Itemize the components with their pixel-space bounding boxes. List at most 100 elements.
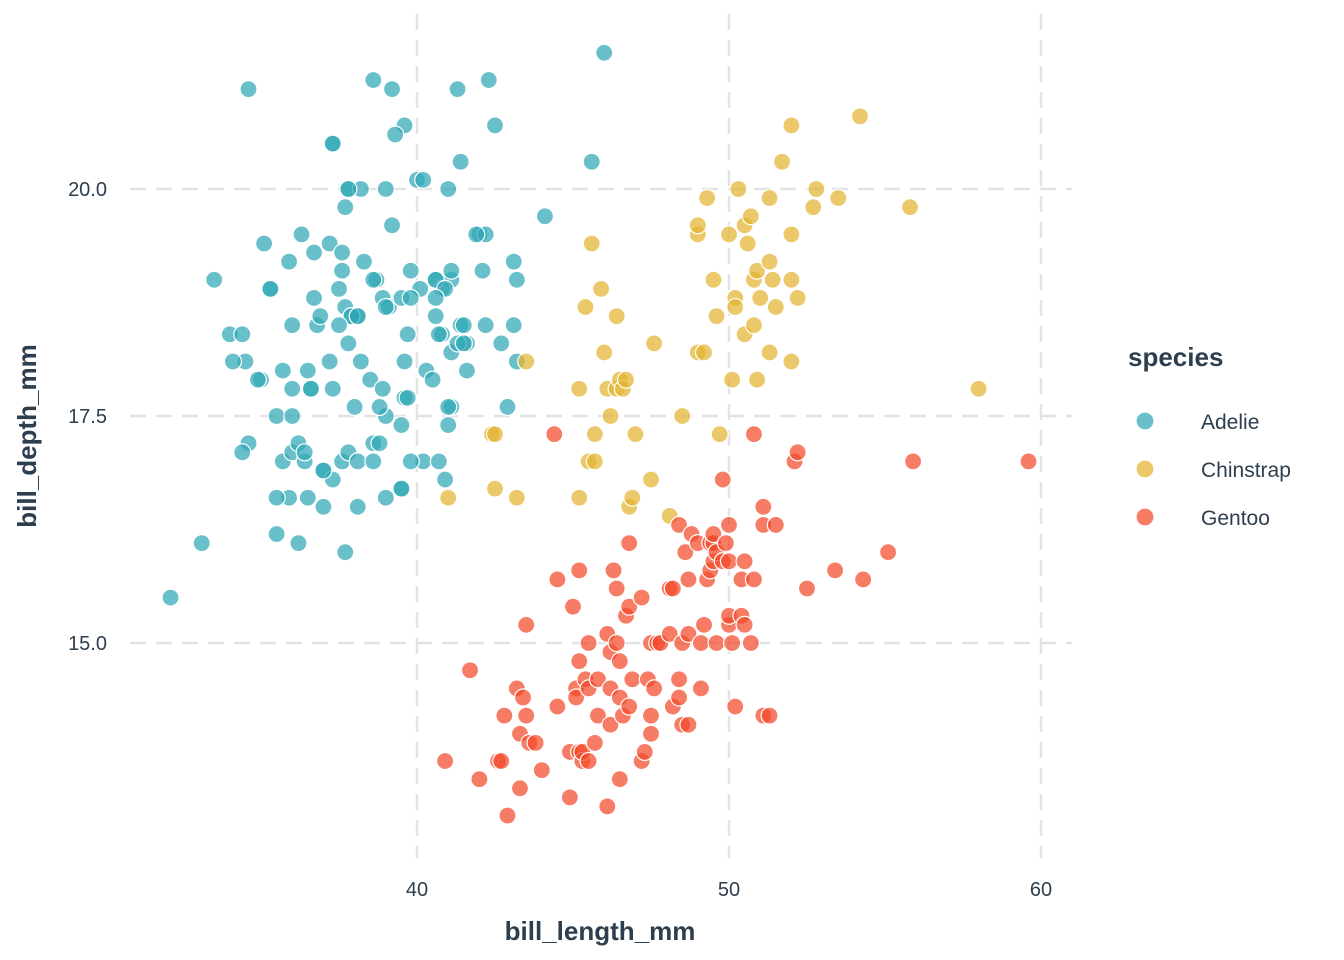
data-point [694,343,714,362]
data-point [351,352,370,371]
data-point [517,706,536,725]
data-point [688,216,707,235]
data-point [744,570,764,589]
data-point [676,543,695,562]
data-point [641,724,661,743]
data-point [582,152,601,171]
data-point [233,325,252,344]
data-point [620,697,639,716]
data-point [451,152,470,171]
data-point [741,633,760,653]
data-point [729,179,748,199]
data-point [601,715,620,734]
data-point [261,279,280,298]
data-point [348,497,367,516]
data-point [747,261,767,280]
data-point [283,379,302,398]
data-point [626,425,645,444]
data-point [548,697,567,716]
data-point [376,297,395,317]
data-point [295,443,314,462]
data-point [645,334,664,353]
data-point [333,261,352,280]
data-point [900,198,920,217]
data-point [398,325,417,344]
data-point [620,597,639,616]
data-point [707,307,726,326]
data-point [570,379,589,398]
data-point [738,234,757,253]
data-point [513,688,533,707]
data-point [470,770,489,789]
legend-key-chinstrap [1135,459,1155,479]
data-point [426,307,445,326]
data-point [485,479,505,498]
data-point [691,633,711,653]
data-point [239,80,258,99]
data-point [467,225,486,244]
data-point [610,770,629,789]
data-point [669,670,689,689]
data-point [376,488,395,507]
data-point [797,579,817,598]
data-point [825,561,845,580]
y-axis-title: bill_depth_mm [12,344,42,527]
data-point [457,361,477,380]
data-point [570,561,589,580]
data-point [336,543,355,562]
data-point [255,234,274,253]
data-point [585,452,604,471]
data-point [679,624,698,644]
legend-label-gentoo: Gentoo [1201,507,1270,530]
data-point [248,370,267,389]
data-point [588,670,608,689]
series-chinstrap [439,107,988,525]
data-point [392,415,411,435]
data-point [439,415,458,435]
y-axis-ticks: 15.0 17.5 20.0 [68,179,107,655]
data-point [373,379,392,398]
data-point [339,179,358,199]
y-tick-label: 15.0 [68,633,107,655]
data-point [320,352,339,371]
data-point [669,515,689,535]
data-point [382,80,402,99]
data-point [660,624,679,644]
data-point [395,352,414,371]
data-point [744,425,764,444]
data-point [161,588,180,607]
data-point [782,352,801,371]
data-point [632,588,651,607]
y-tick-label: 20.0 [68,179,107,201]
data-point [807,179,826,199]
data-point [382,216,402,235]
data-point [329,316,349,335]
data-point [607,579,626,598]
data-point [498,397,517,417]
data-point [485,425,505,444]
data-point [623,488,642,507]
data-point [604,561,623,580]
data-point [679,715,698,734]
data-point [439,397,458,417]
data-point [760,188,779,208]
data-point [435,470,455,489]
data-point [607,633,626,653]
data-point [754,497,773,516]
data-point [772,152,792,171]
legend-key-adelie [1135,411,1155,431]
data-point [454,334,473,353]
data-point [304,288,324,308]
data-point [492,334,511,353]
data-point [567,688,586,707]
x-tick-label: 40 [406,879,428,901]
legend-label-chinstrap: Chinstrap [1201,459,1291,482]
data-point [376,179,395,199]
data-point [760,343,779,362]
data-point [498,806,517,825]
data-point [635,742,654,762]
data-point [273,361,292,380]
data-point [426,288,445,308]
data-point [304,243,324,262]
